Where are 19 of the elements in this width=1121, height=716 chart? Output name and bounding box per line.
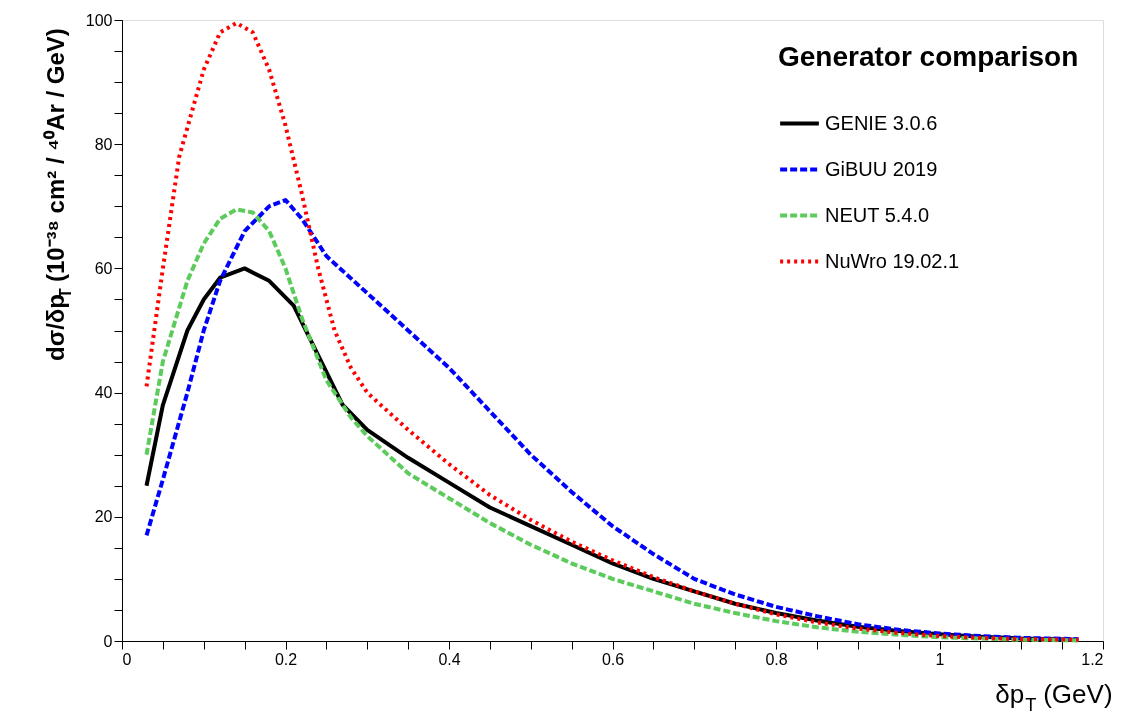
y-tick-label: 60 <box>94 259 113 277</box>
x-tick-label: 0 <box>122 650 132 668</box>
line-series <box>144 21 1081 642</box>
legend-label: NEUT 5.4.0 <box>825 203 930 226</box>
x-tick-label: 1 <box>935 650 945 668</box>
legend-label: NuWro 19.02.1 <box>825 249 960 272</box>
legend-title: Generator comparison <box>778 41 1079 72</box>
x-tick-label: 1.2 <box>1081 650 1104 668</box>
y-tick-label: 0 <box>103 632 113 650</box>
legend-label: GiBUU 2019 <box>825 157 938 180</box>
y-tick-label: 80 <box>94 135 113 153</box>
y-tick-label: 40 <box>94 384 113 402</box>
x-tick-label: 0.6 <box>601 650 625 668</box>
x-tick-label: 0.2 <box>274 650 298 668</box>
x-tick-label: 0.8 <box>765 650 788 668</box>
y-tick-label: 100 <box>85 11 113 29</box>
y-tick-label: 20 <box>94 508 113 526</box>
legend-label: GENIE 3.0.6 <box>825 111 938 134</box>
x-tick-label: 0.4 <box>438 650 461 668</box>
